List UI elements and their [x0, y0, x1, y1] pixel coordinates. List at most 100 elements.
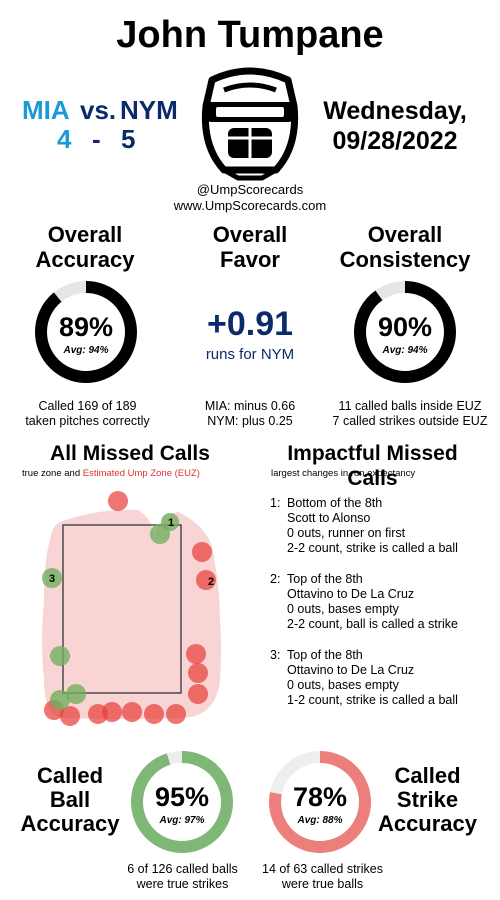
strike-zone: [62, 524, 182, 694]
impactful-title: Impactful Missed Calls: [287, 442, 458, 490]
favor-value: +0.91: [206, 305, 294, 343]
accuracy-title-line2: Accuracy: [35, 247, 135, 272]
consistency-ring: [354, 281, 456, 383]
impactful-call-number: 3:: [270, 648, 281, 662]
strike-accuracy-ring-arc: [269, 751, 371, 853]
impactful-call-inning: Bottom of the 8th: [287, 496, 383, 510]
impactful-call-result: 2-2 count, strike is called a ball: [287, 541, 458, 555]
impactful-call-matchup: Ottavino to De La Cruz: [287, 663, 415, 677]
red-point: [102, 702, 122, 722]
accuracy-desc-line2: taken pitches correctly: [25, 414, 150, 428]
missed-calls-subtitle: true zone and Estimated Ump Zone (EUZ): [22, 468, 200, 479]
impactful-calls-list: 1: Bottom of the 8th Scott to Alonso 0 o…: [270, 496, 495, 724]
consistency-value: 90%: [377, 312, 433, 342]
strike-accuracy-title-line1: Called: [394, 763, 461, 788]
favor-away-line: MIA: minus 0.66: [204, 399, 296, 413]
consistency-avg: Avg: 94%: [382, 345, 428, 356]
impactful-call-inning: Top of the 8th: [287, 648, 363, 662]
red-point: [144, 704, 164, 724]
impactful-call-result: 2-2 count, ball is called a strike: [287, 617, 458, 631]
missed-subtitle-prefix: true zone and: [22, 468, 81, 479]
red-point: [192, 542, 212, 562]
green-point: [50, 646, 70, 666]
favor-label: runs for NYM: [205, 346, 295, 363]
red-point: [196, 570, 216, 590]
ball-accuracy-ring: [131, 751, 233, 853]
red-point: [188, 684, 208, 704]
strike-accuracy-avg: Avg: 88%: [297, 815, 343, 826]
green-points: [42, 513, 179, 710]
favor-title-line2: Favor: [220, 247, 280, 272]
consistency-title-line1: Overall: [367, 222, 443, 247]
accuracy-title-line1: Overall: [47, 222, 123, 247]
twitter-handle[interactable]: @UmpScorecards: [196, 182, 304, 197]
website-link[interactable]: www.UmpScorecards.com: [173, 198, 327, 213]
ball-accuracy-ring-arc: [131, 751, 233, 853]
marker-2-label: 2: [208, 576, 214, 588]
red-point: [60, 706, 80, 726]
strike-accuracy-ring: [269, 751, 371, 853]
impactful-call-state: 0 outs, bases empty: [287, 602, 399, 616]
euz-legend-label: Estimated Ump Zone (EUZ): [82, 468, 200, 479]
impactful-call-2: 2: Top of the 8th Ottavino to De La Cruz…: [270, 572, 495, 648]
vs-label: vs.: [80, 95, 117, 125]
red-point: [108, 491, 128, 511]
ball-accuracy-title-line1: Called: [36, 763, 104, 788]
consistency-desc-line1: 11 called balls inside EUZ: [338, 399, 482, 413]
game-date-weekday: Wednesday,: [323, 97, 467, 125]
red-point: [166, 704, 186, 724]
green-point: [66, 684, 86, 704]
away-team: MIA: [22, 95, 70, 125]
red-point: [188, 663, 208, 683]
impactful-call-result: 1-2 count, strike is called a ball: [287, 693, 458, 707]
green-point: [50, 690, 70, 710]
favor-title-line1: Overall: [212, 222, 288, 247]
score-dash: -: [92, 124, 101, 154]
missed-calls-title: All Missed Calls: [50, 442, 210, 465]
umpire-name: John Tumpane: [116, 14, 384, 56]
red-point: [186, 644, 206, 664]
home-team: NYM: [120, 95, 178, 125]
accuracy-desc-line1: Called 169 of 189: [38, 399, 137, 413]
impactful-call-inning: Top of the 8th: [287, 572, 363, 586]
euz-shape: [42, 509, 221, 719]
impactful-call-matchup: Ottavino to De La Cruz: [287, 587, 415, 601]
umpire-mask-logo: [201, 67, 299, 181]
ball-accuracy-desc-line1: 6 of 126 called balls: [127, 862, 238, 876]
green-point: [42, 568, 62, 588]
strike-accuracy-value: 78%: [292, 782, 348, 812]
marker-1-label: 1: [168, 517, 174, 529]
impactful-call-1: 1: Bottom of the 8th Scott to Alonso 0 o…: [270, 496, 495, 572]
accuracy-ring-arc: [35, 281, 137, 383]
marker-3-label: 3: [49, 573, 55, 585]
ball-accuracy-value: 95%: [154, 782, 210, 812]
strike-accuracy-title-line2: Strike: [396, 787, 459, 812]
accuracy-avg: Avg: 94%: [63, 345, 109, 356]
accuracy-value: 89%: [58, 312, 114, 342]
ball-accuracy-title-line2: Ball: [49, 787, 91, 812]
impactful-call-number: 2:: [270, 572, 281, 586]
consistency-title-line2: Consistency: [339, 247, 471, 272]
impactful-call-state: 0 outs, runner on first: [287, 526, 406, 540]
ball-accuracy-title-line3: Accuracy: [20, 811, 120, 836]
strike-accuracy-desc-line2: were true balls: [281, 877, 364, 891]
impactful-call-state: 0 outs, bases empty: [287, 678, 399, 692]
ball-accuracy-desc-line2: were true strikes: [136, 877, 229, 891]
impactful-call-number: 1:: [270, 496, 281, 510]
impactful-subtitle: largest changes in run expectancy: [271, 468, 416, 479]
green-point: [161, 513, 179, 531]
accuracy-ring: [35, 281, 137, 383]
consistency-desc-line2: 7 called strikes outside EUZ: [332, 414, 488, 428]
strike-accuracy-desc-line1: 14 of 63 called strikes: [262, 862, 383, 876]
ball-accuracy-avg: Avg: 97%: [159, 815, 205, 826]
favor-home-line: NYM: plus 0.25: [207, 414, 293, 428]
red-point: [122, 702, 142, 722]
away-score: 4: [57, 124, 72, 154]
impactful-call-3: 3: Top of the 8th Ottavino to De La Cruz…: [270, 648, 495, 724]
game-date: 09/28/2022: [332, 127, 458, 155]
impactful-call-matchup: Scott to Alonso: [287, 511, 371, 525]
home-score: 5: [121, 124, 136, 154]
strike-accuracy-title-line3: Accuracy: [377, 811, 478, 836]
consistency-ring-arc: [354, 281, 456, 383]
missed-calls-plot: 1 2 3: [42, 491, 221, 726]
